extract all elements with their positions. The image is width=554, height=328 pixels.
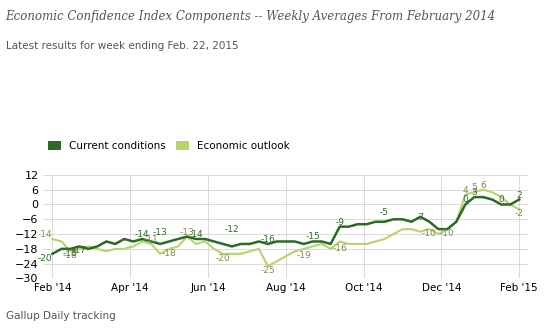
Text: -15: -15 bbox=[305, 233, 320, 241]
Text: -14: -14 bbox=[189, 230, 203, 239]
Text: -19: -19 bbox=[296, 251, 311, 260]
Text: Economic Confidence Index Components -- Weekly Averages From February 2014: Economic Confidence Index Components -- … bbox=[6, 10, 496, 23]
Text: -20: -20 bbox=[38, 254, 53, 263]
Text: -13: -13 bbox=[153, 228, 167, 236]
Text: -18: -18 bbox=[63, 249, 78, 258]
Text: 3: 3 bbox=[471, 188, 477, 197]
Text: 6: 6 bbox=[480, 181, 486, 190]
Text: -16: -16 bbox=[332, 244, 347, 253]
Text: -10: -10 bbox=[422, 229, 437, 238]
Text: Latest results for week ending Feb. 22, 2015: Latest results for week ending Feb. 22, … bbox=[6, 41, 238, 51]
Text: -7: -7 bbox=[416, 213, 425, 222]
Legend: Current conditions, Economic outlook: Current conditions, Economic outlook bbox=[44, 137, 294, 155]
Text: 5: 5 bbox=[471, 183, 477, 192]
Text: 4: 4 bbox=[463, 186, 468, 195]
Text: 2: 2 bbox=[516, 191, 522, 199]
Text: -20: -20 bbox=[216, 254, 230, 263]
Text: -9: -9 bbox=[335, 218, 344, 227]
Text: -13: -13 bbox=[179, 228, 194, 236]
Text: -5: -5 bbox=[380, 208, 389, 217]
Text: -18: -18 bbox=[63, 251, 78, 260]
Text: -18: -18 bbox=[162, 249, 177, 258]
Text: -14: -14 bbox=[38, 230, 53, 239]
Text: -12: -12 bbox=[225, 225, 239, 234]
Text: -25: -25 bbox=[260, 266, 275, 275]
Text: 0: 0 bbox=[499, 195, 504, 204]
Text: Gallup Daily tracking: Gallup Daily tracking bbox=[6, 312, 115, 321]
Text: -2: -2 bbox=[515, 209, 524, 218]
Text: -10: -10 bbox=[440, 229, 455, 238]
Text: -17: -17 bbox=[72, 246, 87, 256]
Text: -11: -11 bbox=[144, 235, 158, 244]
Text: -16: -16 bbox=[260, 235, 275, 244]
Text: 0: 0 bbox=[463, 195, 468, 204]
Text: -14: -14 bbox=[135, 230, 150, 239]
